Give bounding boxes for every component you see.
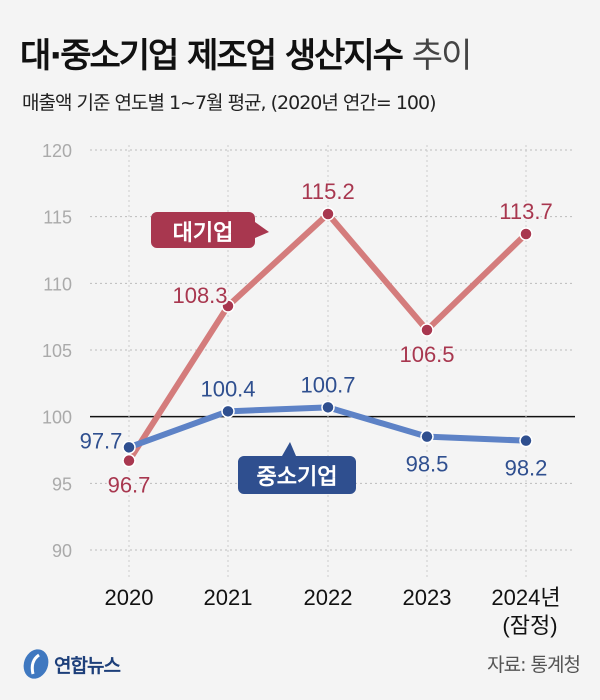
data-label: 98.2 — [505, 456, 548, 481]
chart-subtitle: 매출액 기준 연도별 1~7월 평균, (2020년 연간= 100) — [22, 92, 436, 114]
data-point — [122, 453, 136, 468]
x-tick-label: 2020 — [105, 585, 154, 610]
title-bold: 대·중소기업 제조업 생산지수 — [20, 36, 404, 76]
x-tick-label: 2024년 — [491, 585, 560, 610]
data-point — [519, 433, 533, 448]
data-label: 98.5 — [406, 452, 449, 477]
data-point — [321, 400, 335, 415]
y-tick-label: 95 — [52, 474, 72, 494]
data-label: 108.3 — [172, 283, 227, 308]
legend-callout-sme — [238, 442, 356, 494]
data-point — [420, 323, 434, 337]
source-note: 자료: 통계청 — [487, 654, 581, 676]
data-label: 106.5 — [399, 342, 454, 367]
data-point — [519, 227, 533, 241]
data-point — [221, 299, 235, 313]
data-label: 96.7 — [108, 473, 151, 498]
x-tick-note: (잠정) — [502, 613, 557, 638]
data-label: 113.7 — [499, 199, 552, 224]
legend-label-large: 대기업 — [173, 221, 234, 246]
data-label: 100.7 — [300, 372, 355, 397]
data-point — [321, 207, 335, 221]
logo-text: 연합뉴스 — [54, 654, 121, 677]
legend-callout-large — [151, 212, 269, 248]
data-point — [420, 429, 434, 444]
yonhap-logo: 연합뉴스 — [22, 647, 121, 681]
data-label: 100.4 — [200, 376, 255, 401]
x-tick-label: 2023 — [403, 585, 452, 610]
legend-label-sme: 중소기업 — [257, 465, 338, 490]
y-tick-label: 115 — [43, 208, 72, 228]
y-tick-label: 90 — [52, 541, 72, 561]
y-tick-label: 120 — [42, 141, 72, 161]
y-tick-label: 100 — [42, 408, 72, 428]
x-tick-label: 2022 — [304, 585, 353, 610]
logo-icon — [23, 649, 49, 679]
x-tick-label: 2021 — [204, 585, 253, 610]
data-label: 115.2 — [301, 179, 354, 204]
chart-title: 대·중소기업 제조업 생산지수 추이 — [20, 28, 473, 77]
y-tick-label: 110 — [43, 274, 72, 294]
data-point — [122, 440, 136, 455]
data-point — [221, 404, 235, 419]
y-tick-label: 105 — [42, 341, 72, 361]
data-label: 97.7 — [80, 428, 123, 453]
title-light: 추이 — [411, 36, 473, 76]
